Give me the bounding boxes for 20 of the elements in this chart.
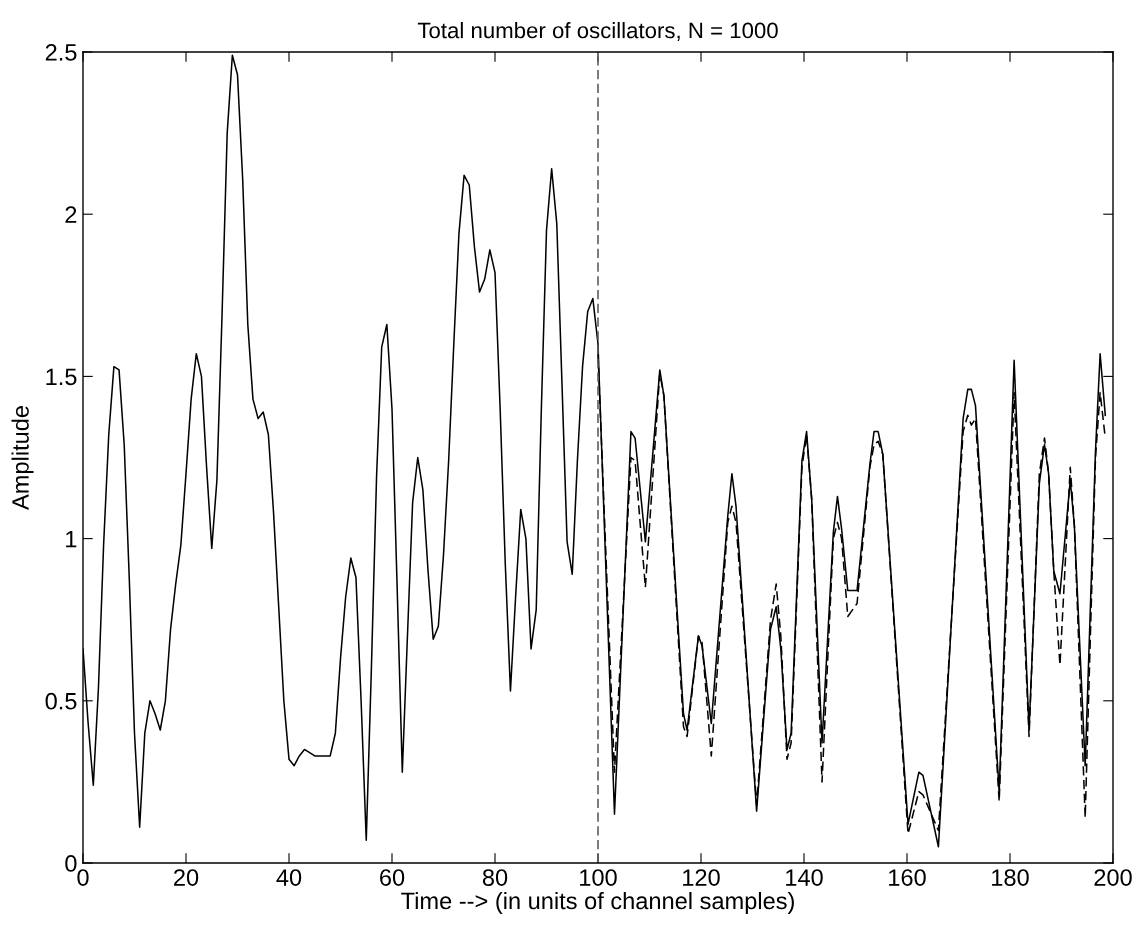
chart-title: Total number of oscillators, N = 1000 xyxy=(417,22,778,41)
y-axis-title: Amplitude xyxy=(11,406,34,510)
x-axis-title: Time --> (in units of channel samples) xyxy=(401,891,794,914)
x-tick-label: 0 xyxy=(77,869,89,886)
x-tick-label: 40 xyxy=(276,869,302,886)
x-tick-label: 80 xyxy=(482,869,508,886)
y-tick-label: 0.5 xyxy=(45,692,77,710)
x-tick-label: 140 xyxy=(786,869,823,886)
y-tick-label: 1.5 xyxy=(46,368,77,386)
y-tick-label: 2 xyxy=(65,206,77,223)
x-tick-label: 100 xyxy=(580,869,617,886)
x-tick-label: 180 xyxy=(992,869,1029,886)
x-tick-label: 200 xyxy=(1094,869,1132,886)
x-tick-label: 160 xyxy=(889,869,926,886)
y-tick-label: 2.5 xyxy=(45,44,77,61)
x-tick-label: 20 xyxy=(174,869,199,886)
y-tick-label: 0 xyxy=(65,855,77,872)
x-tick-label: 60 xyxy=(380,869,405,886)
y-tick-label: 1 xyxy=(66,530,77,548)
x-tick-label: 120 xyxy=(683,869,720,886)
